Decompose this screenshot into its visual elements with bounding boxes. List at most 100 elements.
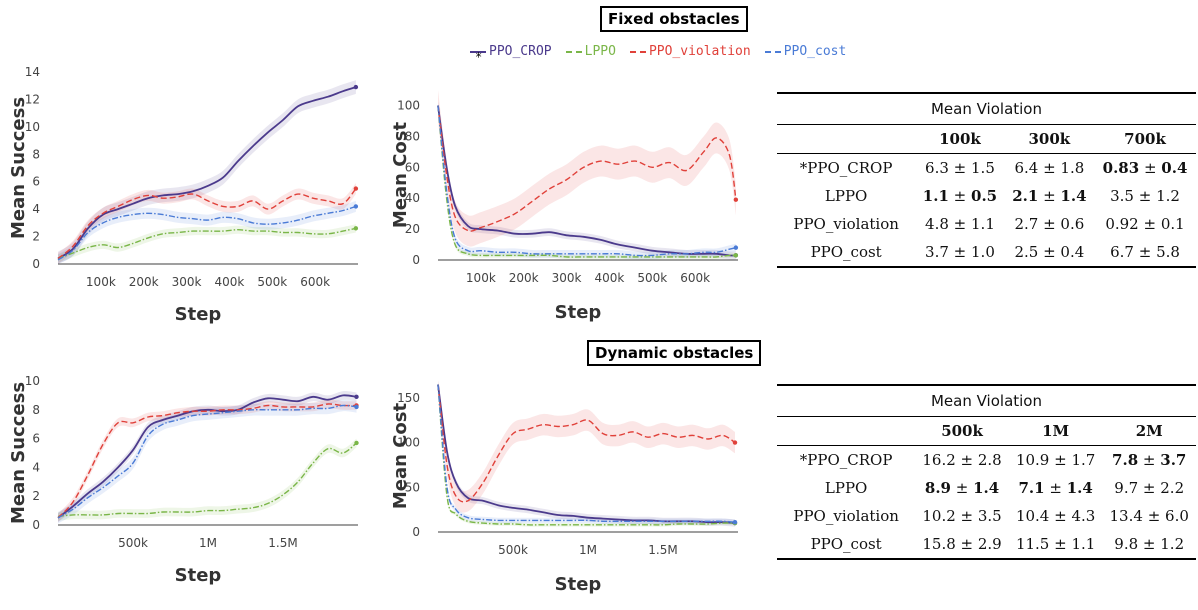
cell-std: 1.0	[971, 243, 995, 261]
table-caption: Mean Violation	[777, 384, 1196, 417]
column-header: 500k	[915, 416, 1009, 446]
cell-std: 1.2	[1160, 535, 1185, 553]
series-line-ppo-crop	[57, 394, 357, 519]
cell-std: 3.5	[977, 507, 1002, 525]
cell-mean: 2.5	[1014, 243, 1039, 261]
section-title-fixed: Fixed obstacles	[600, 6, 748, 32]
series-end-point	[732, 440, 738, 445]
table-cell: 2.1 ± 1.4	[1005, 182, 1094, 210]
table-row: LPPO 8.9 ± 1.4 7.1 ± 1.4 9.7 ± 2.2	[777, 474, 1196, 502]
column-header: 300k	[1004, 124, 1095, 154]
x-tick-label: 100k	[466, 271, 496, 285]
cell-mean: 3.5	[1110, 187, 1134, 205]
cell-std: 3.7	[1160, 451, 1187, 469]
cell-mean: 8.9	[924, 479, 951, 497]
table-cell: 13.4 ± 6.0	[1102, 502, 1196, 530]
cell-mean: 15.8	[922, 535, 956, 553]
plus-minus-sign: ±	[955, 507, 978, 525]
y-tick-label: 50	[405, 480, 420, 494]
series-line-ppo-violation	[437, 384, 736, 503]
cell-mean: 7.8	[1112, 451, 1139, 469]
plus-minus-sign: ±	[1038, 159, 1061, 177]
series-end-point	[732, 519, 738, 525]
legend-label: LPPO	[584, 44, 616, 59]
cell-mean: 4.8	[925, 215, 949, 233]
y-tick-label: 12	[25, 92, 40, 106]
row-label: *PPO_CROP	[799, 159, 893, 177]
series-line-ppo-violation	[57, 403, 357, 519]
x-tick-label: 600k	[300, 275, 330, 289]
legend-swatch	[629, 50, 646, 53]
plus-minus-sign: ±	[1038, 215, 1061, 233]
cell-std: 2.8	[977, 451, 1002, 469]
table-cell: 15.8 ± 2.9	[915, 530, 1009, 560]
table-cell: 1.1 ± 0.5	[915, 182, 1004, 210]
y-tick-label: 2	[32, 489, 40, 503]
cell-mean: 6.4	[1014, 159, 1039, 177]
table-dynamic-violation: Mean Violation 500k 1M 2M *PPO_CROP 16.2 ± 2.…	[777, 384, 1196, 560]
cell-mean: 1.1	[922, 187, 949, 205]
y-tick-label: 0	[412, 525, 420, 539]
plus-minus-sign: ±	[948, 159, 972, 177]
series-end-point	[354, 440, 359, 446]
plus-minus-sign: ±	[951, 479, 974, 497]
x-tick-label: 500k	[637, 271, 667, 285]
plus-minus-sign: ±	[955, 535, 978, 553]
cell-mean: 0.83	[1102, 159, 1140, 177]
y-tick-label: 4	[32, 202, 40, 216]
table-cell: 2.7 ± 0.6	[1005, 210, 1094, 238]
table-cell: 16.2 ± 2.8	[915, 446, 1009, 475]
series-band-ppo-crop	[58, 80, 356, 264]
column-header	[777, 416, 916, 446]
table-cell: 7.8 ± 3.7	[1102, 446, 1196, 475]
legend-label: PPO_violation	[648, 44, 751, 59]
cell-mean: 7.1	[1018, 479, 1045, 497]
table-cell: 10.9 ± 1.7	[1009, 446, 1103, 475]
series-band-ppo-cost	[58, 200, 356, 264]
plus-minus-sign: ±	[1049, 507, 1072, 525]
series-end-point	[353, 186, 359, 191]
cell-std: 6.0	[1165, 507, 1189, 525]
table-cell: 0.83 ± 0.4	[1094, 154, 1196, 183]
cell-mean: 16.2	[922, 451, 956, 469]
x-tick-label: 100k	[86, 275, 116, 289]
cell-mean: 0.92	[1105, 215, 1139, 233]
series-line-ppo-cost	[437, 384, 736, 523]
row-label: PPO_cost	[777, 530, 916, 560]
series-end-point	[354, 394, 359, 400]
table-cell: 3.7 ± 1.0	[915, 238, 1005, 268]
y-tick-label: 100	[397, 98, 420, 112]
cell-mean: 3.7	[925, 243, 949, 261]
series-line-ppo-violation	[57, 188, 357, 260]
table-cell: 9.8 ± 1.2	[1102, 530, 1196, 560]
series-band-ppo-violation	[438, 90, 736, 247]
cell-std: 0.4	[1060, 243, 1085, 261]
cell-std: 4.3	[1071, 507, 1096, 525]
cell-mean: 13.4	[1109, 507, 1143, 525]
y-tick-label: 0	[412, 253, 420, 267]
cell-std: 0.6	[1060, 215, 1085, 233]
table-row: LPPO 1.1 ± 0.5 2.1 ± 1.4 3.5 ± 1.2	[777, 182, 1196, 210]
y-tick-label: 8	[32, 147, 40, 161]
series-end-point	[353, 84, 359, 90]
x-axis-label: Step	[175, 565, 222, 586]
legend-swatch	[565, 50, 582, 53]
plus-minus-sign: ±	[1038, 187, 1061, 205]
y-tick-label: 0	[32, 518, 40, 532]
series-line-ppo-violation	[437, 105, 737, 232]
cell-std: 1.4	[1066, 479, 1093, 497]
series-end-point	[353, 226, 359, 231]
cell-std: 1.4	[1060, 187, 1087, 205]
table-cell: 10.4 ± 4.3	[1009, 502, 1103, 530]
plus-minus-sign: ±	[1049, 535, 1072, 553]
plus-minus-sign: ±	[1049, 451, 1072, 469]
table-row: PPO_cost 3.7 ± 1.0 2.5 ± 0.4 6.7 ± 5.8	[777, 238, 1196, 268]
series-band-lppo	[438, 382, 735, 527]
chart-dynamic-success: 0 2 4 6 8 10 500k 1M 1.5M Step Mean Success	[8, 374, 359, 586]
x-axis-label: Step	[175, 304, 222, 325]
cell-mean: 9.7	[1114, 479, 1139, 497]
cell-mean: 10.9	[1015, 451, 1050, 469]
y-tick-label: 10	[25, 374, 40, 388]
cell-std: 0.5	[971, 187, 998, 205]
cell-std: 1.1	[1071, 535, 1096, 553]
